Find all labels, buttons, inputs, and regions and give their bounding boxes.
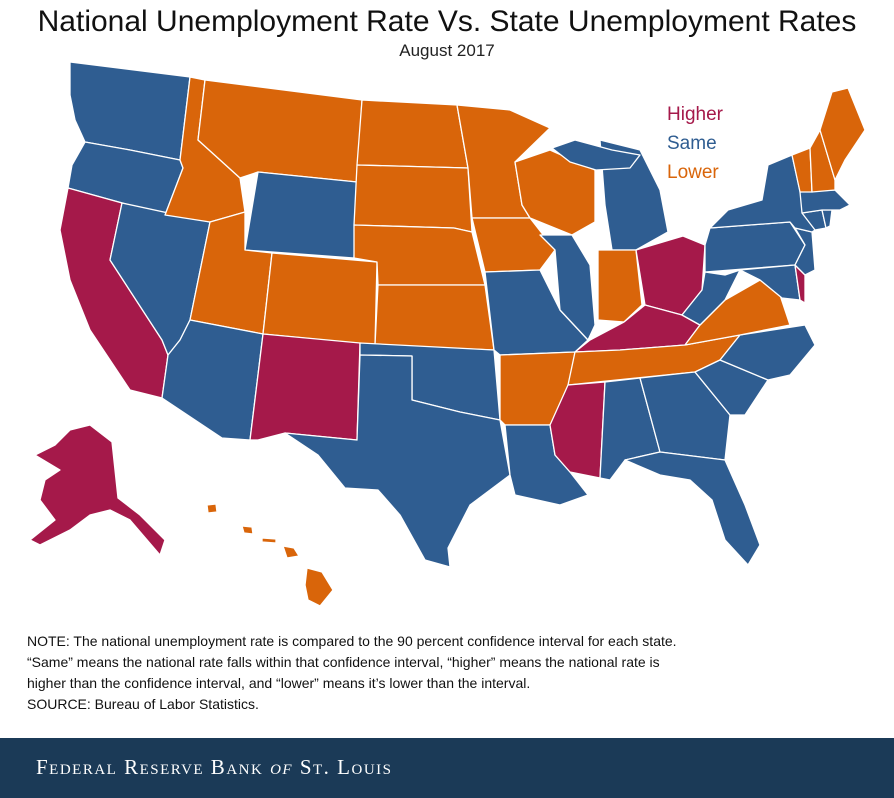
state-hi-maui (282, 545, 300, 559)
state-sd (353, 164, 473, 233)
state-sc (694, 359, 769, 416)
map-legend: Higher Same Lower (667, 100, 723, 187)
us-state-map (29, 61, 866, 607)
chart-title: National Unemployment Rate Vs. State Une… (37, 5, 857, 38)
state-tx (284, 354, 511, 568)
state-me (819, 87, 866, 181)
state-ak (29, 424, 166, 556)
footer-logo-text: Federal Reserve Bank of St. Louis (36, 755, 393, 780)
state-co (262, 252, 378, 346)
state-md (739, 264, 801, 301)
state-pa (704, 221, 806, 273)
state-ks (374, 284, 495, 351)
state-wi (514, 149, 596, 236)
state-ga (639, 371, 731, 461)
legend-item-lower: Lower (667, 162, 719, 183)
chart-subtitle: August 2017 (399, 41, 495, 60)
note-text: NOTE: The national unemployment rate is … (27, 631, 877, 715)
footer-text-of: of (270, 755, 294, 779)
state-hi-molokai (261, 537, 277, 544)
state-ma (799, 189, 851, 214)
state-hi-oahu (241, 525, 254, 535)
state-nm (249, 333, 361, 441)
state-nh (809, 129, 836, 193)
source-line: SOURCE: Bureau of Labor Statistics. (27, 696, 259, 712)
note-line-1: NOTE: The national unemployment rate is … (27, 633, 677, 649)
state-fl (624, 451, 761, 566)
state-hi-main (304, 567, 334, 607)
note-line-3: higher than the confidence interval, and… (27, 675, 531, 691)
footer-bar: Federal Reserve Bank of St. Louis (0, 738, 894, 798)
legend-item-same: Same (667, 133, 717, 154)
state-nd (356, 99, 469, 169)
state-mi-up (551, 139, 641, 171)
state-ia (471, 217, 556, 273)
footer-text-post: St. Louis (293, 755, 393, 779)
legend-item-higher: Higher (667, 104, 723, 125)
note-line-2: “Same” means the national rate falls wit… (27, 654, 660, 670)
state-hi-kauai (206, 503, 218, 514)
state-il (539, 234, 596, 341)
footer-text-pre: Federal Reserve Bank (36, 755, 271, 779)
state-in (597, 249, 643, 323)
state-wv (681, 269, 741, 326)
state-wy (244, 171, 358, 259)
